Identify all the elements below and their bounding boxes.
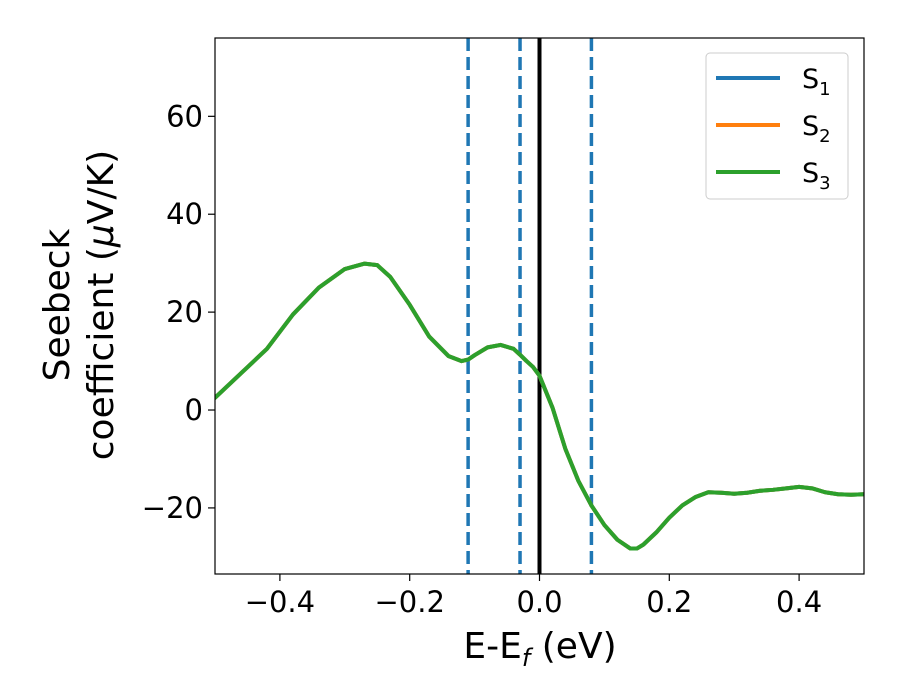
vertical-lines	[466, 38, 594, 574]
y-tick-label: 20	[166, 295, 203, 329]
x-tick-label: −0.4	[245, 585, 315, 619]
y-axis-label: Seebeck coefficient (μV/K)	[37, 150, 122, 460]
y-tick-label: 40	[166, 197, 203, 231]
series-layer	[215, 261, 864, 551]
y-tick-label: 0	[185, 393, 203, 427]
legend: S1 S2 S3	[705, 52, 849, 200]
legend-label-s1: S1	[802, 64, 831, 100]
x-axis-label: E-Ef (eV)	[463, 626, 616, 672]
x-axis-ticks: −0.4 −0.2 0.0 0.2 0.4	[245, 574, 822, 619]
x-tick-label: −0.2	[374, 585, 444, 619]
plot-area	[215, 38, 864, 574]
y-axis-ticks: −20 0 20 40 60	[142, 99, 215, 525]
y-tick-label: 60	[166, 99, 203, 133]
y-axis-label-line2: coefficient (μV/K)	[81, 150, 122, 460]
y-tick-label: −20	[142, 491, 203, 525]
y-axis-label-line1: Seebeck	[37, 228, 78, 381]
legend-label-s3: S3	[802, 158, 831, 194]
x-tick-label: 0.4	[776, 585, 822, 619]
x-tick-label: 0.2	[646, 585, 692, 619]
x-tick-label: 0.0	[516, 585, 562, 619]
series-line-s3	[215, 261, 864, 551]
legend-label-s2: S2	[802, 111, 831, 147]
